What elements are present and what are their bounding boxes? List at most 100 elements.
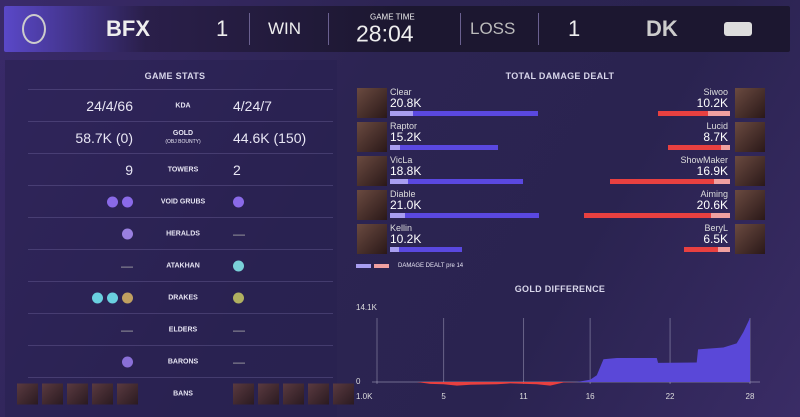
damage-bar — [610, 179, 730, 184]
player-name: Aiming — [700, 189, 728, 199]
damage-bar — [390, 145, 498, 150]
ban-champion-right — [283, 383, 304, 404]
stat-row: 58.7K (0) GOLD (OBJ BOUNTY) 44.6K (150) — [28, 121, 333, 153]
left-value: 24/4/66 — [86, 97, 133, 114]
x-tick-label: 11 — [519, 392, 528, 401]
stat-label: HERALDS — [166, 230, 200, 237]
damage-pre14-bar — [390, 145, 400, 150]
champion-portrait — [357, 88, 387, 118]
x-tick-label: 5 — [441, 392, 446, 401]
champion-portrait — [357, 190, 387, 220]
ban-champion-right — [333, 383, 354, 404]
void-grub-icon — [233, 196, 244, 207]
player-name: Lucid — [706, 121, 728, 131]
player-name: Diable — [390, 189, 416, 199]
damage-value: 8.7K — [703, 130, 728, 144]
team-left: BFX — [106, 16, 150, 41]
damage-value: 20.6K — [696, 198, 728, 212]
stat-row: VOID GRUBS — [28, 185, 333, 217]
herald-icon — [122, 228, 133, 239]
game-stats-title: GAME STATS — [144, 71, 206, 81]
game-time-label: GAME TIME — [370, 12, 415, 22]
ban-champion-left — [67, 383, 88, 404]
right-value: — — [233, 354, 245, 369]
damage-bar — [390, 213, 540, 218]
left-value: — — [121, 322, 133, 337]
damage-pre14-bar — [390, 111, 413, 116]
stat-row: — ELDERS — — [28, 313, 333, 345]
damage-title: TOTAL DAMAGE DEALT — [505, 71, 615, 81]
left-value: 58.7K (0) — [75, 129, 133, 146]
stat-row: BANS — [17, 377, 354, 409]
right-value: 44.6K (150) — [233, 129, 307, 146]
stat-row: — ATAKHAN — [28, 249, 333, 281]
player-name: Clear — [390, 87, 412, 97]
champion-portrait — [735, 224, 765, 254]
damage-value: 10.2K — [390, 232, 422, 246]
damage-pre14-bar — [390, 213, 405, 218]
stat-sublabel: (OBJ BOUNTY) — [165, 138, 201, 145]
atakhan-icon — [233, 260, 244, 271]
damage-value: 10.2K — [696, 96, 728, 110]
stat-row: BARONS — — [28, 345, 333, 377]
stat-label: KDA — [175, 102, 191, 109]
ban-champion-right — [308, 383, 329, 404]
ban-champion-left — [42, 383, 63, 404]
damage-value: 18.8K — [390, 164, 422, 178]
score-left: 1 — [216, 16, 229, 41]
stat-label: ELDERS — [168, 326, 198, 333]
stat-row: HERALDS — — [28, 217, 333, 249]
ban-champion-right — [258, 383, 279, 404]
y-max-label: 14.1K — [356, 303, 377, 312]
stat-label: VOID GRUBS — [160, 198, 206, 205]
damage-pre14-bar — [390, 247, 399, 252]
bfx-logo-icon — [22, 14, 46, 44]
score-right: 1 — [568, 16, 581, 41]
game-time: 28:04 — [356, 20, 414, 47]
result-left: WIN — [268, 19, 302, 38]
damage-pre14-bar — [714, 179, 730, 184]
cloud-drake-icon — [107, 292, 118, 303]
x-tick-label: 16 — [586, 392, 595, 401]
team-right: DK — [646, 16, 678, 41]
ban-champion-left — [17, 383, 38, 404]
x-tick-label: 28 — [746, 392, 755, 401]
player-name: Siwoo — [703, 87, 728, 97]
right-value: 2 — [233, 161, 241, 178]
damage-bar — [668, 145, 730, 150]
damage-value: 20.8K — [390, 96, 422, 110]
champion-portrait — [735, 122, 765, 152]
damage-pre14-bar — [707, 111, 730, 116]
champion-portrait — [357, 224, 387, 254]
game-stats-panel — [5, 60, 337, 417]
player-name: BeryL — [704, 223, 728, 233]
ban-champion-left — [117, 383, 138, 404]
damage-bar — [390, 247, 463, 252]
damage-bar — [657, 111, 730, 116]
baron-icon — [122, 356, 133, 367]
right-value: — — [233, 322, 245, 337]
champion-portrait — [357, 122, 387, 152]
stat-label: ATAKHAN — [166, 262, 200, 269]
damage-value: 21.0K — [390, 198, 422, 212]
left-value: 9 — [125, 161, 133, 178]
chemtech-drake-icon — [233, 292, 244, 303]
player-name: Raptor — [390, 121, 418, 131]
stat-label: BARONS — [167, 358, 199, 365]
stat-label: GOLD — [172, 129, 194, 137]
gold-diff-title: GOLD DIFFERENCE — [514, 284, 606, 294]
damage-value: 16.9K — [696, 164, 728, 178]
gold-lead-area-bfx — [377, 318, 750, 382]
dk-logo-icon — [724, 22, 752, 36]
stat-label: TOWERS — [167, 166, 199, 173]
stat-label: DRAKES — [168, 294, 198, 301]
player-name: Kellin — [390, 223, 413, 233]
stat-row: DRAKES — [28, 281, 333, 313]
result-right: LOSS — [470, 19, 516, 38]
stat-row: 24/4/66 KDA 4/24/7 — [28, 89, 333, 121]
gold-lead-area-dk — [377, 382, 750, 386]
damage-value: 6.5K — [703, 232, 728, 246]
champion-portrait — [357, 156, 387, 186]
scoreboard-header: BFX 1 WIN GAME TIME 28:04 LOSS 1 DK — [4, 6, 790, 52]
